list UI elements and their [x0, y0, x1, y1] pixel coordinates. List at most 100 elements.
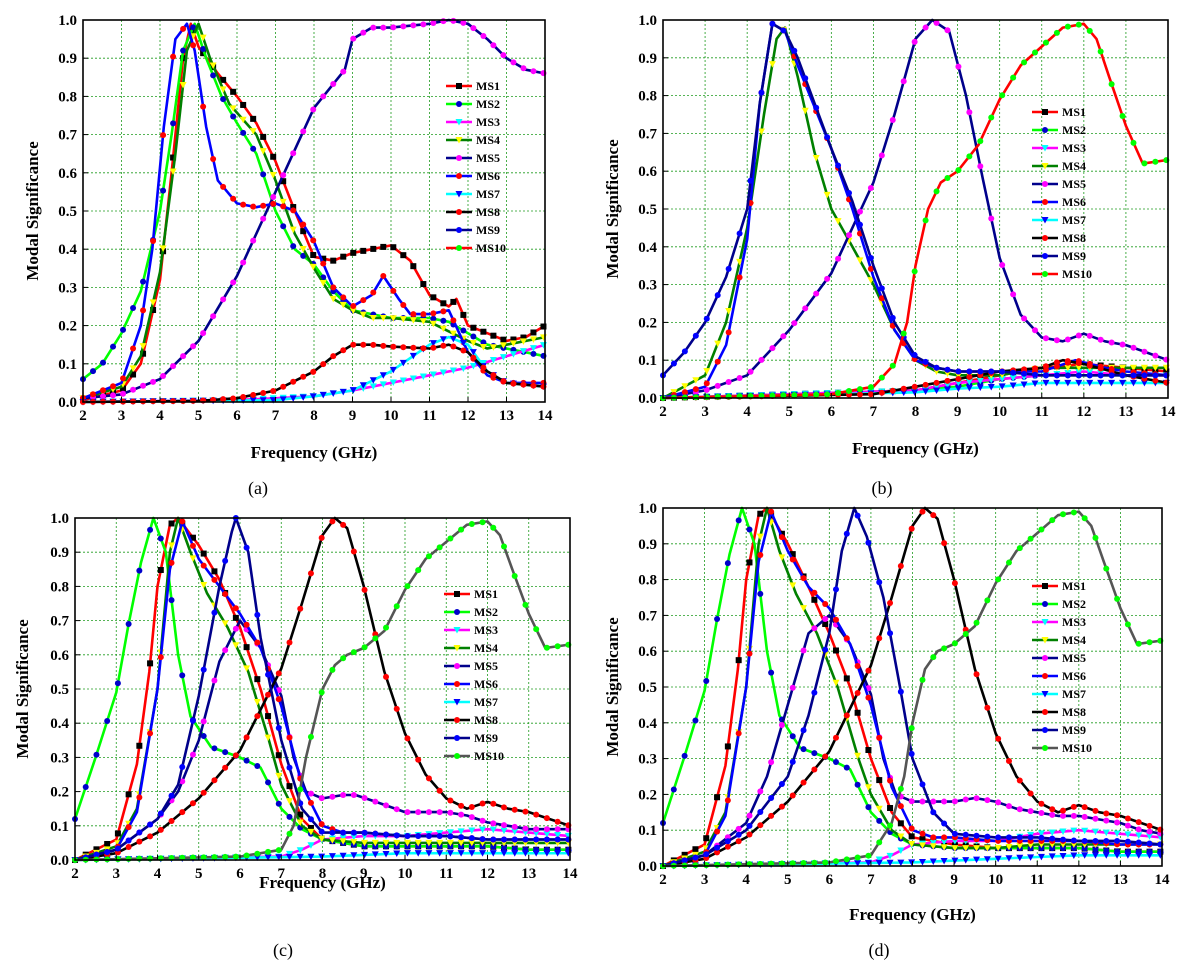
series-marker: [222, 591, 229, 598]
series-marker: [499, 354, 507, 361]
series-marker: [220, 296, 227, 303]
series-marker: [1097, 372, 1104, 379]
series-marker: [157, 810, 164, 817]
x-tick-label: 9: [349, 408, 357, 424]
series-marker: [1016, 834, 1023, 841]
series-marker: [922, 358, 929, 365]
series-marker: [800, 746, 807, 753]
series-marker: [210, 72, 217, 79]
series-marker: [962, 857, 970, 864]
series-marker: [1097, 48, 1104, 55]
legend-marker: [454, 609, 460, 615]
series-marker: [510, 380, 517, 387]
series-marker: [490, 42, 497, 49]
series-ms10: [660, 509, 1164, 869]
series-marker: [200, 854, 207, 861]
series-marker: [370, 24, 377, 31]
series-marker: [757, 808, 764, 815]
series-marker: [479, 850, 487, 857]
series-marker: [125, 844, 132, 851]
series-marker: [856, 391, 863, 398]
series-marker: [681, 389, 688, 396]
series-marker: [340, 347, 347, 354]
series-marker: [239, 116, 247, 124]
series-marker: [340, 655, 347, 662]
series-marker: [415, 833, 422, 840]
series-marker: [169, 168, 177, 175]
series-marker: [768, 794, 775, 801]
series-marker: [393, 603, 400, 610]
series-marker: [310, 106, 317, 113]
y-tick-label: 0.9: [50, 545, 69, 561]
series-marker: [458, 834, 465, 841]
series-marker: [299, 246, 307, 253]
legend-label: MS9: [474, 731, 498, 745]
series-marker: [286, 783, 293, 790]
series-marker: [170, 398, 177, 405]
legend-label: MS10: [1062, 267, 1092, 281]
series-marker: [436, 787, 443, 794]
series-marker: [780, 392, 787, 399]
series-marker: [339, 301, 347, 309]
series-marker: [1081, 804, 1088, 811]
series-marker: [200, 562, 207, 569]
series-marker: [1103, 837, 1110, 844]
x-tick-label: 6: [826, 872, 834, 888]
legend-marker: [1041, 163, 1049, 170]
series-marker: [878, 295, 885, 302]
series-marker: [520, 65, 527, 72]
series-marker: [150, 238, 157, 245]
series-marker: [554, 850, 562, 857]
legend-marker: [454, 717, 460, 723]
series-marker: [533, 811, 540, 818]
series-marker: [886, 859, 894, 867]
series-marker: [1038, 834, 1045, 841]
series-marker: [966, 109, 973, 116]
series-marker: [93, 751, 100, 758]
series-marker: [490, 372, 497, 379]
y-tick-label: 0.4: [638, 240, 657, 256]
series-marker: [222, 647, 229, 654]
series-marker: [1152, 377, 1159, 384]
series-marker: [1060, 511, 1067, 518]
series-marker: [1053, 337, 1060, 344]
series-marker: [1016, 806, 1023, 813]
series-marker: [846, 189, 853, 196]
series-marker: [275, 696, 282, 703]
series-marker: [897, 785, 904, 792]
series-ms7: [659, 852, 1164, 870]
series-marker: [1130, 372, 1137, 379]
series-marker: [944, 366, 951, 373]
series-marker: [897, 688, 904, 695]
series-marker: [190, 24, 197, 31]
series-marker: [200, 50, 207, 57]
series-marker: [1016, 854, 1024, 862]
series-marker: [801, 107, 809, 115]
series-marker: [372, 635, 379, 642]
series-marker: [390, 244, 397, 251]
series-marker: [110, 343, 117, 350]
panel-2: 2 3 4 5 6 7 8 9 10 11 12 13 14 0.0 0.1 0.2 0.3 0.4 0.5 0.6 0…: [603, 13, 1176, 499]
series-marker: [735, 730, 742, 737]
x-tick-label: 3: [701, 872, 709, 888]
legend-marker: [454, 735, 460, 741]
series-marker: [429, 340, 437, 347]
series-marker: [420, 21, 427, 28]
series-marker: [220, 76, 227, 83]
series-marker: [501, 543, 507, 550]
series-marker: [307, 842, 315, 849]
y-tick-label: 0.1: [58, 357, 77, 373]
series-marker: [329, 295, 337, 303]
series-marker: [350, 839, 358, 846]
series-marker: [200, 330, 207, 337]
x-tick-label: 10: [992, 404, 1007, 420]
series-marker: [977, 138, 984, 145]
series-marker: [703, 315, 710, 322]
series-marker: [1092, 846, 1099, 853]
series-marker: [479, 343, 487, 351]
legend: MS1 MS2 MS3 MS4 MS5 MS6 MS7 MS8 MS9 MS10: [446, 79, 506, 255]
series-marker: [735, 657, 742, 664]
series-marker: [1119, 341, 1126, 348]
series-marker: [843, 675, 850, 682]
